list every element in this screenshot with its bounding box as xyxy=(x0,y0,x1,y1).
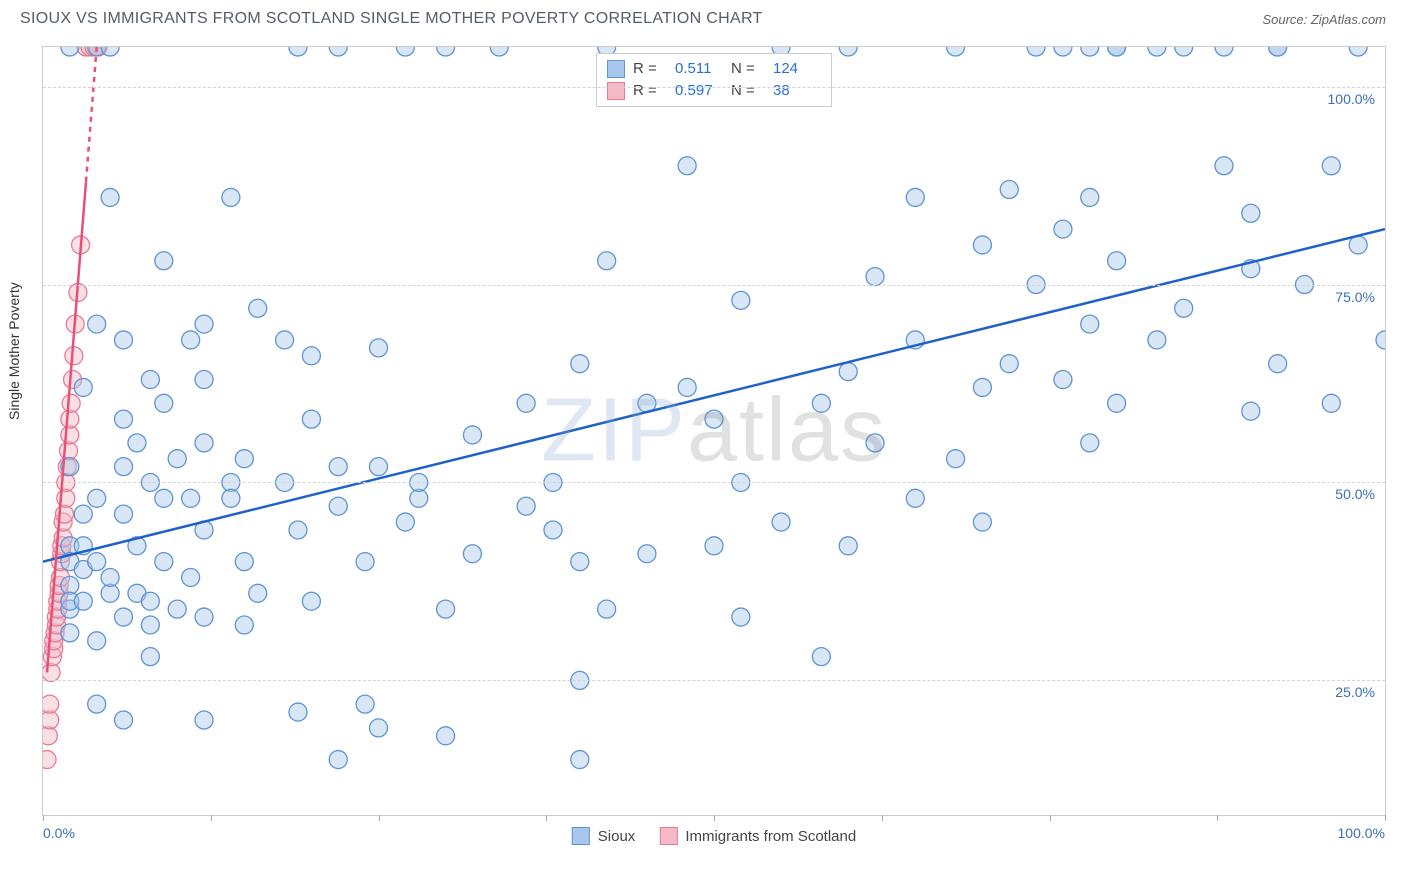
r-label: R = xyxy=(633,58,667,80)
y-tick-label: 25.0% xyxy=(1335,684,1375,700)
n-value-scotland: 38 xyxy=(773,80,821,102)
legend-item-scotland: Immigrants from Scotland xyxy=(659,827,856,845)
swatch-scotland xyxy=(607,82,625,100)
y-tick-label: 50.0% xyxy=(1335,486,1375,502)
r-label: R = xyxy=(633,80,667,102)
source-label: Source: ZipAtlas.com xyxy=(1262,12,1386,27)
y-tick-label: 75.0% xyxy=(1335,289,1375,305)
y-tick-label: 100.0% xyxy=(1328,91,1375,107)
chart-title: SIOUX VS IMMIGRANTS FROM SCOTLAND SINGLE… xyxy=(20,10,763,28)
swatch-scotland xyxy=(659,827,677,845)
x-tick-label: 100.0% xyxy=(1338,825,1385,841)
chart-svg xyxy=(43,47,1385,815)
y-axis-label: Single Mother Poverty xyxy=(6,282,22,420)
n-value-sioux: 124 xyxy=(773,58,821,80)
series-legend: Sioux Immigrants from Scotland xyxy=(572,827,856,845)
n-label: N = xyxy=(731,58,765,80)
stats-row-sioux: R = 0.511 N = 124 xyxy=(607,58,821,80)
x-tick-label: 0.0% xyxy=(43,825,75,841)
swatch-sioux xyxy=(607,60,625,78)
r-value-scotland: 0.597 xyxy=(675,80,723,102)
stats-legend: R = 0.511 N = 124 R = 0.597 N = 38 xyxy=(596,53,832,107)
r-value-sioux: 0.511 xyxy=(675,58,723,80)
n-label: N = xyxy=(731,80,765,102)
legend-label-sioux: Sioux xyxy=(598,828,636,845)
swatch-sioux xyxy=(572,827,590,845)
legend-item-sioux: Sioux xyxy=(572,827,636,845)
stats-row-scotland: R = 0.597 N = 38 xyxy=(607,80,821,102)
legend-label-scotland: Immigrants from Scotland xyxy=(685,828,856,845)
chart-plot-area: ZIPatlas R = 0.511 N = 124 R = 0.597 N =… xyxy=(42,46,1386,816)
